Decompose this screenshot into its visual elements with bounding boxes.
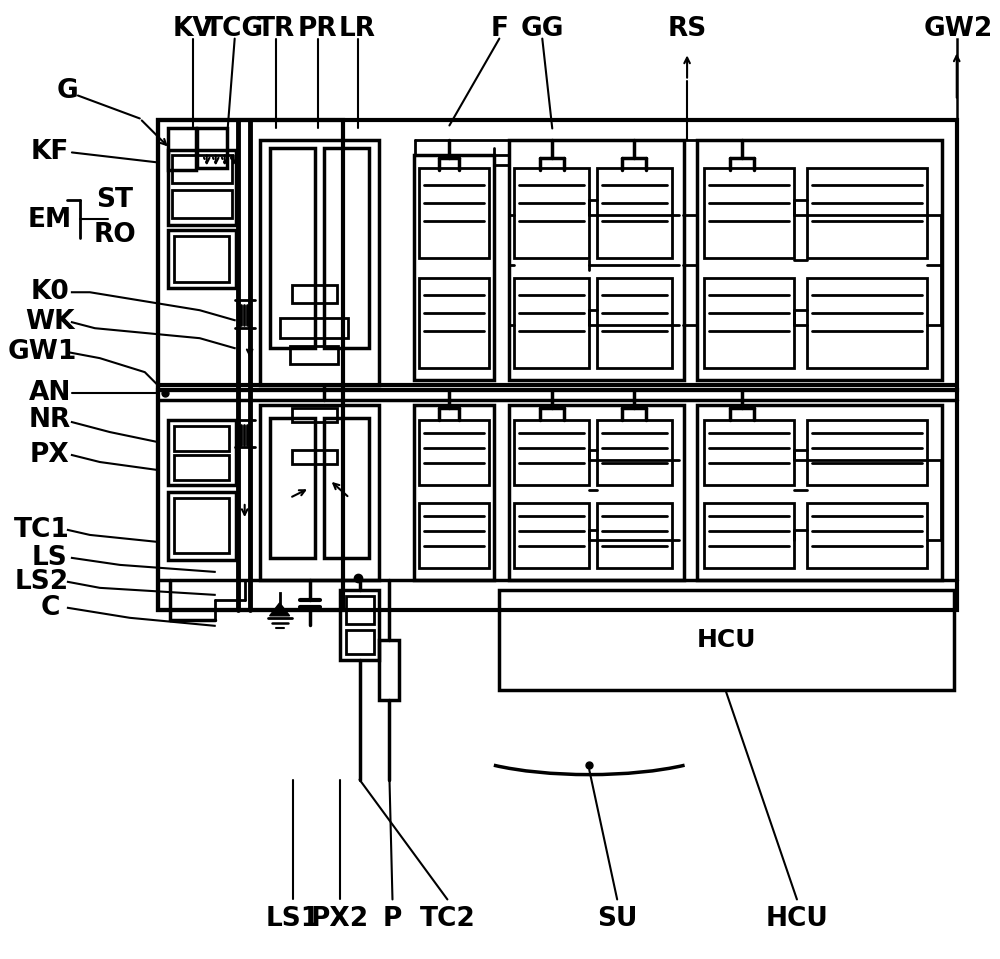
Text: LS: LS xyxy=(32,545,68,571)
Text: TR: TR xyxy=(257,15,295,41)
Bar xyxy=(168,230,236,289)
Text: AN: AN xyxy=(29,380,71,406)
Bar xyxy=(292,285,337,303)
Text: F: F xyxy=(490,15,508,41)
Text: EM: EM xyxy=(28,207,72,233)
Text: TCG: TCG xyxy=(205,15,264,41)
Bar xyxy=(704,503,794,568)
Text: TC2: TC2 xyxy=(420,906,475,932)
Bar xyxy=(292,409,337,422)
Text: SU: SU xyxy=(597,906,637,932)
Bar xyxy=(514,503,589,568)
Text: KF: KF xyxy=(31,139,69,166)
Bar xyxy=(597,278,672,368)
Bar xyxy=(704,420,794,485)
Bar xyxy=(168,492,236,560)
Text: GW2: GW2 xyxy=(924,15,993,41)
Bar xyxy=(597,169,672,258)
Bar xyxy=(419,169,489,258)
Bar xyxy=(172,191,232,219)
Bar xyxy=(174,455,229,480)
Bar xyxy=(704,278,794,368)
Text: PX2: PX2 xyxy=(310,906,369,932)
Bar xyxy=(704,169,794,258)
Text: LS1: LS1 xyxy=(265,906,320,932)
Bar xyxy=(197,129,227,169)
Text: PR: PR xyxy=(298,15,337,41)
Bar xyxy=(419,503,489,568)
Bar xyxy=(697,140,942,380)
Text: RO: RO xyxy=(93,222,136,248)
Bar xyxy=(419,278,489,368)
Text: WK: WK xyxy=(25,309,75,336)
Bar xyxy=(597,503,672,568)
Bar xyxy=(597,420,672,485)
Bar xyxy=(260,405,379,580)
Bar xyxy=(158,390,957,610)
Bar xyxy=(168,129,196,171)
Bar xyxy=(346,630,374,654)
Bar xyxy=(807,169,927,258)
Text: HCU: HCU xyxy=(766,906,828,932)
Text: LS2: LS2 xyxy=(15,569,69,595)
Bar xyxy=(324,149,369,348)
Bar xyxy=(514,420,589,485)
Polygon shape xyxy=(270,603,290,616)
Bar xyxy=(174,236,229,282)
Text: GW1: GW1 xyxy=(7,339,77,365)
Text: LR: LR xyxy=(339,15,376,41)
Bar xyxy=(340,590,379,660)
Bar xyxy=(414,155,494,380)
Bar xyxy=(807,503,927,568)
Bar xyxy=(499,590,954,690)
Bar xyxy=(379,640,399,700)
Bar xyxy=(419,420,489,485)
Bar xyxy=(414,405,494,580)
Bar xyxy=(270,418,315,558)
Bar xyxy=(514,169,589,258)
Bar xyxy=(270,149,315,348)
Bar xyxy=(697,405,942,580)
Bar xyxy=(509,405,684,580)
Text: KV: KV xyxy=(172,15,213,41)
Bar xyxy=(292,450,337,464)
Bar xyxy=(346,596,374,623)
Text: ST: ST xyxy=(96,187,133,213)
Text: GG: GG xyxy=(521,15,564,41)
Text: PX: PX xyxy=(30,442,70,468)
Bar xyxy=(807,420,927,485)
Text: HCU: HCU xyxy=(696,628,756,652)
Text: C: C xyxy=(40,595,60,620)
Bar xyxy=(174,498,229,553)
Bar xyxy=(280,318,348,339)
Text: P: P xyxy=(383,906,402,932)
Bar xyxy=(260,140,379,386)
Bar xyxy=(509,140,684,380)
Text: RS: RS xyxy=(667,15,707,41)
Text: NR: NR xyxy=(29,407,71,433)
Bar xyxy=(158,121,343,610)
Text: G: G xyxy=(57,78,79,104)
Bar xyxy=(324,418,369,558)
Bar xyxy=(514,278,589,368)
Bar xyxy=(158,121,957,390)
Bar xyxy=(172,155,232,183)
Bar xyxy=(174,426,229,451)
Bar xyxy=(290,346,338,364)
Bar xyxy=(807,278,927,368)
Text: K0: K0 xyxy=(31,279,69,305)
Text: TC1: TC1 xyxy=(14,517,70,543)
Bar xyxy=(168,151,236,225)
Bar xyxy=(168,420,236,485)
